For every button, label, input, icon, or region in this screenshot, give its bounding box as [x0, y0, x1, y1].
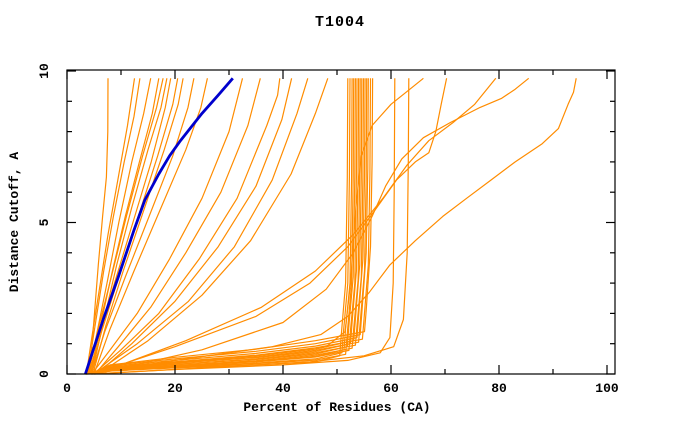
model-13-curve: [91, 78, 244, 375]
model-18-curve: [97, 78, 329, 375]
model-curves-layer: [84, 77, 577, 375]
x-axis-title: Percent of Residues (CA): [243, 400, 430, 415]
y-tick-label: 10: [37, 63, 52, 79]
model-40-curve: [85, 77, 424, 375]
chart-title: T1004: [315, 14, 365, 31]
model-30-curve: [86, 78, 368, 375]
model-07-curve: [91, 78, 168, 375]
y-tick-label: 0: [37, 370, 52, 378]
x-tick-label: 40: [275, 381, 291, 396]
model-26-curve: [85, 78, 361, 375]
model-17-curve: [93, 78, 309, 375]
plot-frame: [66, 69, 616, 375]
y-tick-label: 5: [37, 218, 52, 226]
x-tick-label: 60: [383, 381, 399, 396]
model-01-curve: [89, 78, 109, 375]
model-32-curve: [87, 78, 372, 375]
model-31-curve: [88, 78, 369, 375]
model-14-curve: [94, 78, 261, 375]
model-22-curve: [85, 78, 355, 375]
model-11-curve: [90, 78, 195, 375]
model-15-curve: [93, 78, 281, 375]
highlighted-model-curve: [84, 77, 234, 375]
axes-layer: 0 20 40 60 80 100 0 5 10: [37, 63, 619, 396]
model-35-curve: [93, 78, 410, 375]
model-27-curve: [87, 78, 363, 375]
y-axis-title: Distance Cutoff, A: [7, 152, 22, 293]
model-38-curve: [94, 77, 530, 375]
model-39-curve: [91, 78, 577, 375]
model-03-curve: [86, 78, 141, 375]
x-tick-label: 20: [167, 381, 183, 396]
model-10-curve: [92, 78, 184, 375]
x-tick-label: 80: [491, 381, 507, 396]
model-06-curve: [87, 78, 164, 375]
x-tick-label: 0: [63, 381, 71, 396]
model-16-curve: [96, 78, 293, 375]
model-37-curve: [95, 77, 497, 375]
model-02-curve: [85, 78, 136, 375]
x-tick-label: 100: [595, 381, 619, 396]
model-29-curve: [88, 78, 366, 375]
model-12-curve: [93, 78, 208, 375]
